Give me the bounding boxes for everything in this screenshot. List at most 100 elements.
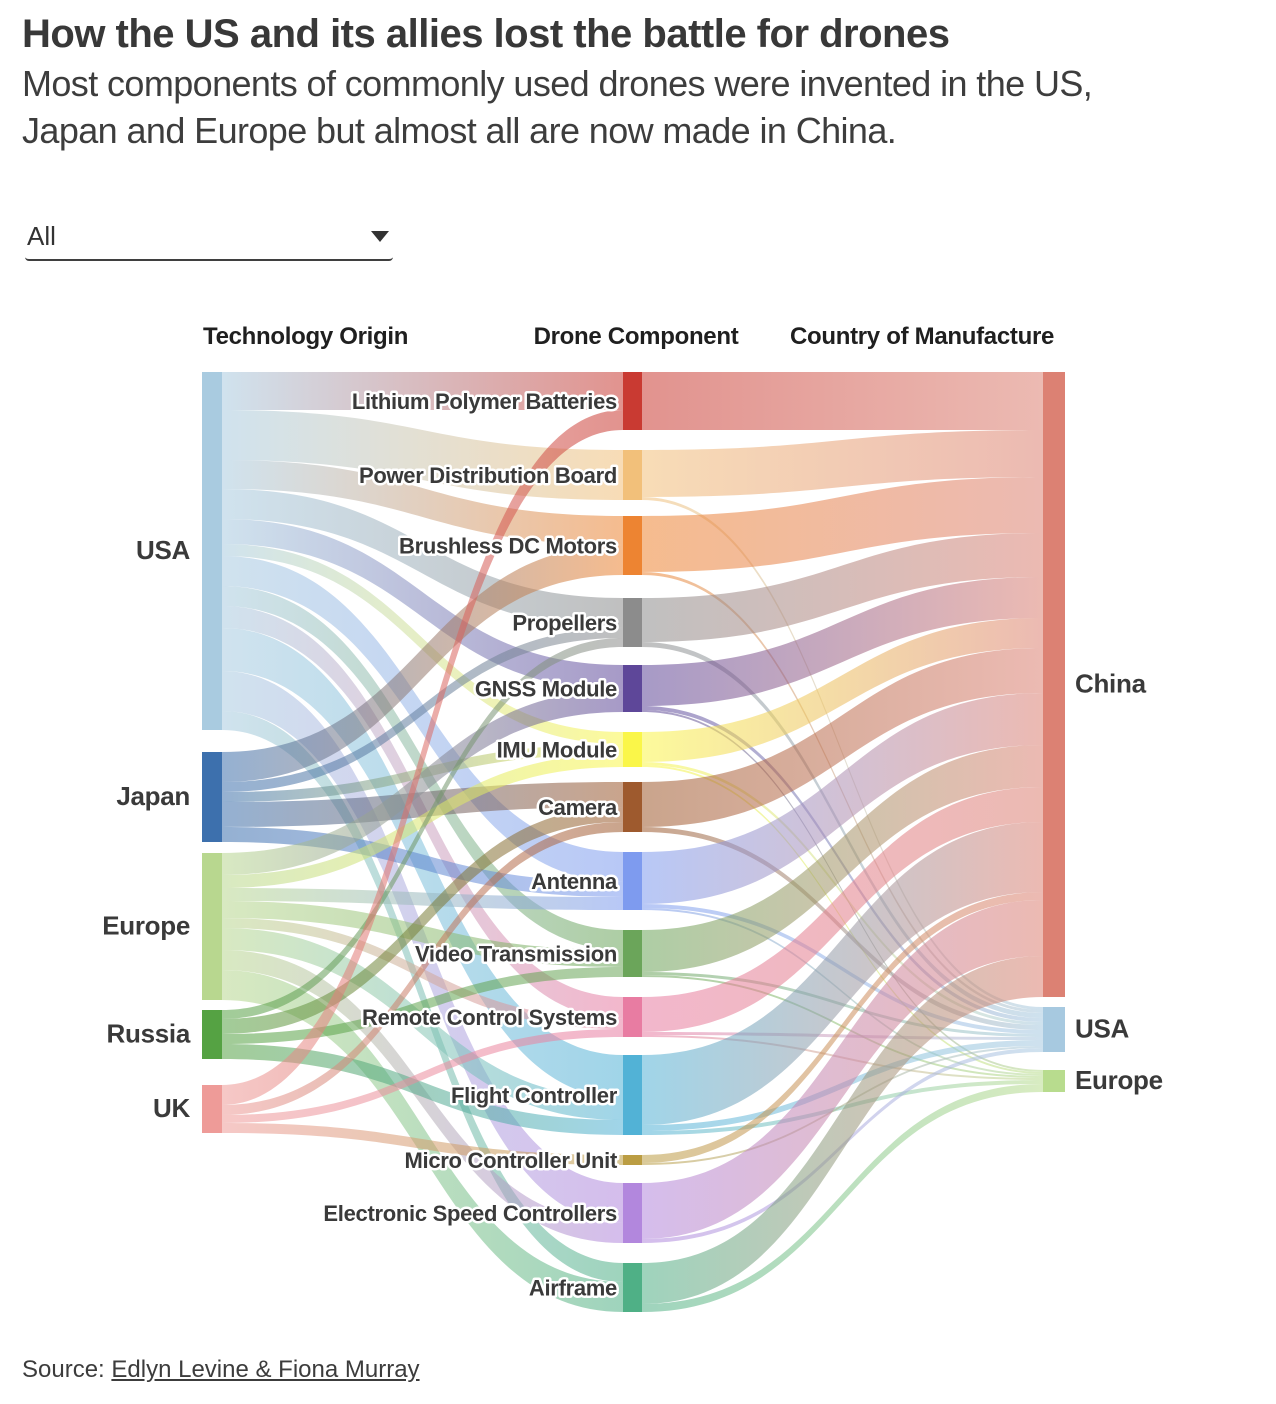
flow-europe_o-to-ant[interactable] [222, 888, 623, 910]
flow-usa_o-to-ant[interactable] [222, 556, 623, 882]
node-imu[interactable] [623, 732, 642, 767]
flow-esc-to-china[interactable] [642, 900, 1043, 1239]
label-lipo: Lithium Polymer Batteries [352, 389, 617, 414]
flow-usa_o-to-lipo[interactable] [222, 372, 623, 410]
node-esc[interactable] [623, 1183, 642, 1243]
flow-japan-to-bdc[interactable] [222, 545, 623, 782]
flow-russia-to-fc[interactable] [222, 1044, 623, 1135]
flow-usa_o-to-gnss[interactable] [222, 519, 623, 690]
chevron-down-icon [371, 231, 389, 242]
flow-europe_o-to-fc[interactable] [222, 928, 623, 1120]
flow-pdb-to-china[interactable] [642, 430, 1043, 497]
flow-mcu-to-china[interactable] [642, 892, 1043, 1163]
node-ant[interactable] [623, 852, 642, 910]
page-title: How the US and its allies lost the battl… [22, 12, 950, 56]
label-cam: Camera [538, 795, 618, 820]
column-header-technology-origin: Technology Origin [203, 323, 409, 350]
node-vtx[interactable] [623, 930, 642, 977]
node-europe_o[interactable] [202, 853, 222, 1000]
flow-air-to-europe_m[interactable] [642, 1084, 1043, 1312]
node-bdc[interactable] [623, 516, 642, 575]
flow-imu-to-china[interactable] [642, 618, 1043, 762]
label-usa_m: USA [1075, 1014, 1130, 1044]
flow-europe_o-to-imu[interactable] [222, 754, 623, 888]
flow-rcs-to-china[interactable] [642, 787, 1043, 1032]
label-gnss: GNSS Module [475, 677, 617, 702]
flow-fc-to-europe_m[interactable] [642, 1080, 1043, 1135]
label-esc: Electronic Speed Controllers [323, 1201, 617, 1226]
page-subtitle-line2: Japan and Europe but almost all are now … [22, 110, 897, 151]
flow-bdc-to-china[interactable] [642, 477, 1043, 572]
node-japan[interactable] [202, 752, 222, 842]
flow-japan-to-cam[interactable] [222, 782, 623, 827]
label-rcs: Remote Control Systems [362, 1005, 617, 1030]
filter-dropdown[interactable]: All [25, 215, 393, 261]
flow-russia-to-cam[interactable] [222, 807, 623, 1034]
flow-usa_o-to-pdb[interactable] [222, 410, 623, 500]
flow-usa_o-to-imu[interactable] [222, 544, 623, 744]
label-mcu: Micro Controller Unit [405, 1148, 618, 1173]
flow-europe_o-to-gnss[interactable] [222, 690, 623, 875]
flow-ant-to-china[interactable] [642, 693, 1043, 904]
label-europe_o: Europe [102, 911, 190, 941]
label-prop: Propellers [512, 611, 617, 636]
node-china[interactable] [1043, 372, 1065, 997]
flow-vtx-to-china[interactable] [642, 745, 1043, 972]
node-gnss[interactable] [623, 665, 642, 712]
flow-japan-to-prop[interactable] [222, 628, 623, 792]
page-subtitle: Most components of commonly used drones … [22, 60, 1093, 154]
node-russia[interactable] [202, 1010, 222, 1059]
flow-air-to-china[interactable] [642, 956, 1043, 1304]
node-fc[interactable] [623, 1055, 642, 1135]
flow-cam-to-usa_m[interactable] [642, 827, 1043, 1030]
flow-russia-to-prop[interactable] [222, 638, 623, 1019]
node-uk[interactable] [202, 1085, 222, 1133]
node-europe_m[interactable] [1043, 1070, 1065, 1092]
column-header-country-of-manufacture: Country of Manufacture [789, 323, 1055, 350]
flow-prop-to-china[interactable] [642, 533, 1043, 642]
page-subtitle-line1: Most components of commonly used drones … [22, 63, 1093, 104]
node-air[interactable] [623, 1263, 642, 1312]
label-russia: Russia [107, 1019, 191, 1049]
node-usa_m[interactable] [1043, 1007, 1065, 1052]
flow-usa_o-to-air[interactable] [222, 711, 623, 1282]
flow-gnss-to-china[interactable] [642, 577, 1043, 706]
flow-uk-to-rcs[interactable] [222, 1029, 623, 1123]
label-uk: UK [153, 1093, 190, 1123]
source-note: Source: Edlyn Levine & Fiona Murray [22, 1356, 420, 1384]
source-prefix: Source: [22, 1356, 112, 1383]
node-lipo[interactable] [623, 372, 642, 430]
flow-prop-to-usa_m[interactable] [642, 642, 1043, 1018]
label-japan: Japan [116, 781, 190, 811]
node-rcs[interactable] [623, 997, 642, 1037]
label-ant: Antenna [531, 869, 618, 894]
label-pdb: Power Distribution Board [359, 463, 617, 488]
node-pdb[interactable] [623, 450, 642, 500]
node-mcu[interactable] [623, 1155, 642, 1165]
label-bdc: Brushless DC Motors [399, 534, 617, 559]
flow-usa_o-to-esc[interactable] [222, 671, 623, 1223]
label-china: China [1075, 669, 1147, 699]
column-header-drone-component: Drone Component [533, 323, 739, 350]
flow-uk-to-lipo[interactable] [222, 410, 623, 1105]
flow-europe_o-to-vtx[interactable] [222, 901, 623, 967]
flow-usa_o-to-bdc[interactable] [222, 460, 623, 545]
label-vtx: Video Transmission [415, 942, 617, 967]
label-imu: IMU Module [497, 738, 617, 763]
label-usa_o: USA [136, 535, 191, 565]
source-link[interactable]: Edlyn Levine & Fiona Murray [111, 1356, 420, 1383]
flow-lipo-to-china[interactable] [642, 372, 1043, 430]
flow-uk-to-cam[interactable] [222, 822, 623, 1115]
filter-selected-value: All [27, 221, 56, 251]
node-usa_o[interactable] [202, 372, 222, 730]
flow-uk-to-mcu[interactable] [222, 1123, 623, 1165]
flow-gnss-to-europe_m[interactable] [642, 710, 1043, 1072]
flow-russia-to-vtx[interactable] [222, 967, 623, 1044]
node-cam[interactable] [623, 782, 642, 832]
label-air: Airframe [529, 1276, 617, 1301]
flow-mcu-to-usa_m[interactable] [642, 1046, 1043, 1165]
flow-fc-to-china[interactable] [642, 822, 1043, 1125]
node-prop[interactable] [623, 598, 642, 647]
flow-cam-to-china[interactable] [642, 648, 1043, 827]
